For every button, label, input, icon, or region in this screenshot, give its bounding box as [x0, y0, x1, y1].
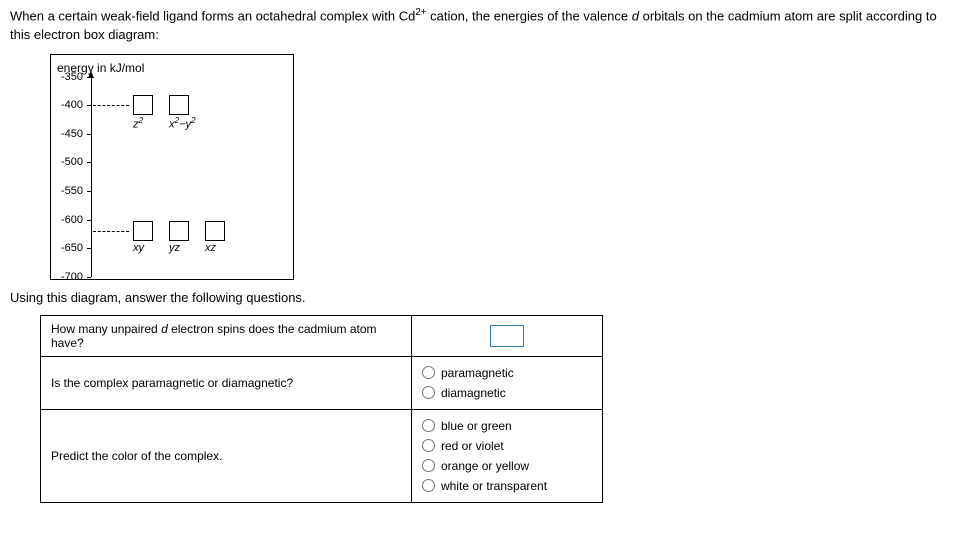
option-radio[interactable]: [422, 419, 435, 432]
y-tick-label: -500: [61, 156, 83, 168]
q1-pre: How many unpaired: [51, 322, 161, 336]
q3-text: Predict the color of the complex.: [41, 409, 412, 502]
y-tick-label: -650: [61, 242, 83, 254]
orbital-label: xz: [205, 242, 216, 254]
ion-charge: 2+: [415, 7, 426, 18]
orbital-label: xy: [133, 242, 144, 254]
option-row[interactable]: red or violet: [422, 436, 592, 456]
orbital-box: [169, 221, 189, 241]
option-label: paramagnetic: [441, 366, 514, 380]
orbital-box: [169, 95, 189, 115]
y-tick: [87, 105, 91, 106]
q2-answer-cell: paramagnetic diamagnetic: [412, 356, 603, 409]
prompt-pre: When a certain weak-field ligand forms a…: [10, 8, 399, 23]
y-tick-label: -450: [61, 128, 83, 140]
y-tick-label: -400: [61, 99, 83, 111]
option-radio[interactable]: [422, 386, 435, 399]
orbital-box: [133, 95, 153, 115]
y-tick-label: -600: [61, 214, 83, 226]
q3-answer-cell: blue or green red or violet orange or yell…: [412, 409, 603, 502]
orbital-label: z2: [133, 116, 143, 131]
y-tick: [87, 277, 91, 278]
option-radio[interactable]: [422, 366, 435, 379]
q1-orb-letter: d: [161, 322, 168, 336]
table-row: Is the complex paramagnetic or diamagnet…: [41, 356, 603, 409]
y-tick-label: -700: [61, 271, 83, 283]
option-label: diamagnetic: [441, 386, 506, 400]
option-row[interactable]: blue or green: [422, 416, 592, 436]
orbital-box: [133, 221, 153, 241]
ion-base: Cd: [399, 8, 416, 23]
option-label: blue or green: [441, 419, 512, 433]
y-tick: [87, 248, 91, 249]
option-radio[interactable]: [422, 479, 435, 492]
y-tick: [87, 134, 91, 135]
option-label: orange or yellow: [441, 459, 529, 473]
option-row[interactable]: diamagnetic: [422, 383, 592, 403]
q1-answer-cell: [412, 315, 603, 356]
y-tick-label: -550: [61, 185, 83, 197]
level-dash: [93, 231, 129, 232]
option-radio[interactable]: [422, 439, 435, 452]
table-row: How many unpaired d electron spins does …: [41, 315, 603, 356]
energy-chart: -350-400-450-500-550-600-650-700z2x2−y2x…: [91, 77, 287, 277]
orbital-label: yz: [169, 242, 180, 254]
option-radio[interactable]: [422, 459, 435, 472]
option-row[interactable]: white or transparent: [422, 476, 592, 496]
questions-intro: Using this diagram, answer the following…: [10, 290, 951, 305]
energy-diagram: energy in kJ/mol -350-400-450-500-550-60…: [50, 54, 294, 280]
y-tick: [87, 191, 91, 192]
questions-table: How many unpaired d electron spins does …: [40, 315, 603, 503]
y-tick: [87, 162, 91, 163]
y-tick: [87, 77, 91, 78]
y-tick: [87, 220, 91, 221]
orbital-label: x2−y2: [169, 116, 196, 131]
option-label: red or violet: [441, 439, 504, 453]
q2-text: Is the complex paramagnetic or diamagnet…: [41, 356, 412, 409]
orbital-letter: d: [632, 8, 639, 23]
q1-text: How many unpaired d electron spins does …: [41, 315, 412, 356]
orbital-box: [205, 221, 225, 241]
prompt-mid: cation, the energies of the valence: [427, 8, 632, 23]
y-axis: [91, 77, 92, 277]
y-tick-label: -350: [61, 71, 83, 83]
level-dash: [93, 105, 129, 106]
option-label: white or transparent: [441, 479, 547, 493]
table-row: Predict the color of the complex. blue o…: [41, 409, 603, 502]
unpaired-electrons-input[interactable]: [490, 325, 524, 347]
question-prompt: When a certain weak-field ligand forms a…: [10, 6, 951, 44]
option-row[interactable]: orange or yellow: [422, 456, 592, 476]
option-row[interactable]: paramagnetic: [422, 363, 592, 383]
